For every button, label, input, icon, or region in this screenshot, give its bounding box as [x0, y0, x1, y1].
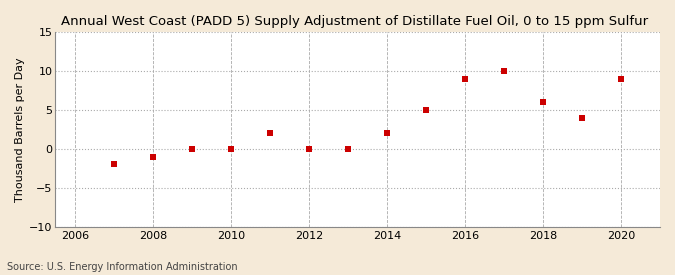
Point [460, 76, 470, 81]
Point [304, 147, 315, 151]
Point [381, 131, 392, 135]
Point [265, 131, 275, 135]
Point [616, 76, 626, 81]
Y-axis label: Thousand Barrels per Day: Thousand Barrels per Day [15, 57, 25, 202]
Point [186, 147, 197, 151]
Text: Source: U.S. Energy Information Administration: Source: U.S. Energy Information Administ… [7, 262, 238, 272]
Point [576, 116, 587, 120]
Point [147, 154, 158, 159]
Point [499, 69, 510, 73]
Point [342, 147, 353, 151]
Point [421, 108, 431, 112]
Text: Annual West Coast (PADD 5) Supply Adjustment of Distillate Fuel Oil, 0 to 15 ppm: Annual West Coast (PADD 5) Supply Adjust… [61, 15, 649, 28]
Point [225, 147, 236, 151]
Point [109, 162, 119, 166]
Point [537, 100, 548, 104]
